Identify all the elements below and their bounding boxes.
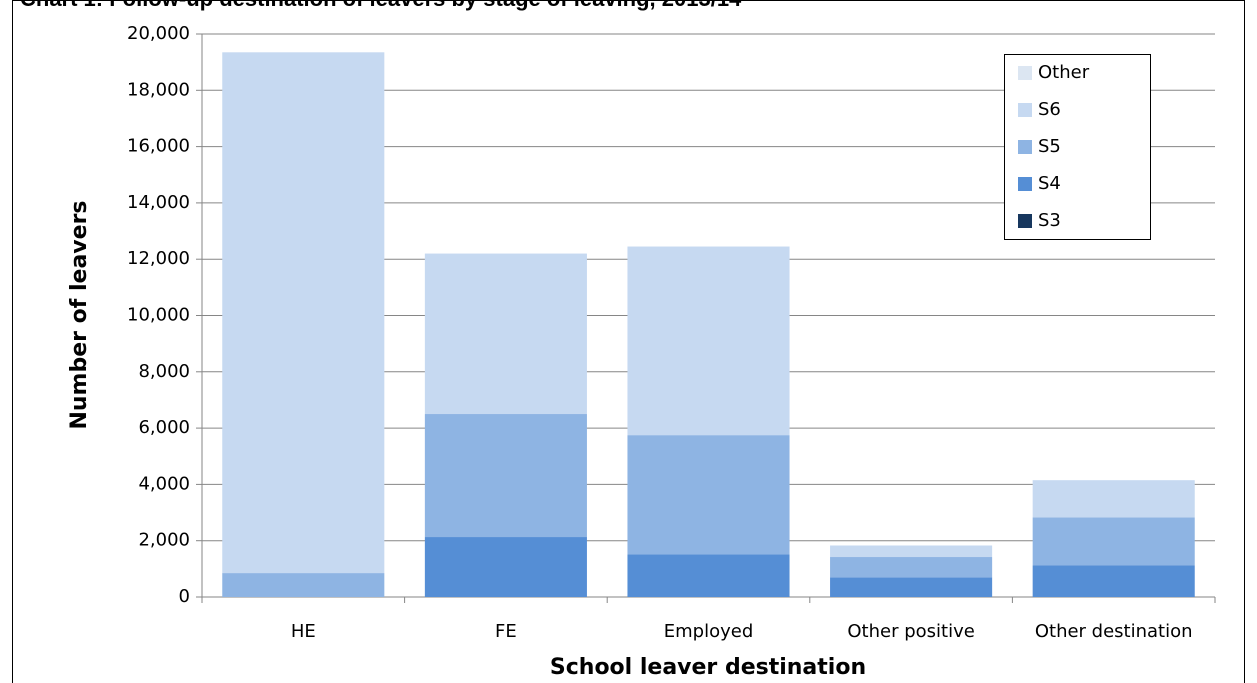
y-axis-label: Number of leavers bbox=[67, 200, 92, 429]
y-tick-label: 10,000 bbox=[127, 305, 190, 326]
chart-border bbox=[12, 0, 1245, 683]
legend-label: S3 bbox=[1038, 210, 1061, 231]
bar-segment bbox=[830, 545, 993, 558]
bar-segment bbox=[1032, 480, 1195, 518]
bar-segment bbox=[424, 253, 587, 415]
x-axis-label: School leaver destination bbox=[550, 655, 866, 680]
bar-segment bbox=[424, 537, 587, 597]
y-tick-label: 8,000 bbox=[138, 361, 190, 382]
legend-label: Other bbox=[1038, 62, 1090, 83]
legend-swatch bbox=[1018, 140, 1032, 154]
legend-label: S5 bbox=[1038, 136, 1061, 157]
bar-segment bbox=[830, 577, 993, 597]
y-tick-label: 2,000 bbox=[138, 530, 190, 551]
legend-label: S6 bbox=[1038, 99, 1061, 120]
chart-title: Chart 1: Follow-up destination of leaver… bbox=[20, 0, 742, 11]
legend-swatch bbox=[1018, 103, 1032, 117]
bar-segment bbox=[627, 246, 790, 436]
bar-segment bbox=[1032, 565, 1195, 597]
legend-swatch bbox=[1018, 66, 1032, 80]
bar-segment bbox=[830, 557, 993, 578]
y-tick-label: 16,000 bbox=[127, 136, 190, 157]
y-tick-label: 6,000 bbox=[138, 417, 190, 438]
legend-label: S4 bbox=[1038, 173, 1061, 194]
bar-segment bbox=[627, 554, 790, 597]
x-tick-label: FE bbox=[495, 621, 517, 642]
x-tick-label: Other destination bbox=[1035, 621, 1193, 642]
y-tick-label: 14,000 bbox=[127, 192, 190, 213]
y-tick-label: 4,000 bbox=[138, 473, 190, 494]
bar-segment bbox=[222, 573, 385, 597]
y-tick-label: 20,000 bbox=[127, 23, 190, 44]
bar-segment bbox=[627, 435, 790, 555]
bar-segment bbox=[424, 414, 587, 538]
x-tick-label: Other positive bbox=[847, 621, 974, 642]
y-tick-label: 0 bbox=[179, 586, 190, 607]
y-tick-label: 12,000 bbox=[127, 248, 190, 269]
legend-swatch bbox=[1018, 214, 1032, 228]
y-tick-label: 18,000 bbox=[127, 79, 190, 100]
x-tick-label: HE bbox=[291, 621, 316, 642]
legend-swatch bbox=[1018, 177, 1032, 191]
bar-segment bbox=[1032, 517, 1195, 566]
x-tick-label: Employed bbox=[664, 621, 754, 642]
bar-segment bbox=[222, 52, 385, 574]
